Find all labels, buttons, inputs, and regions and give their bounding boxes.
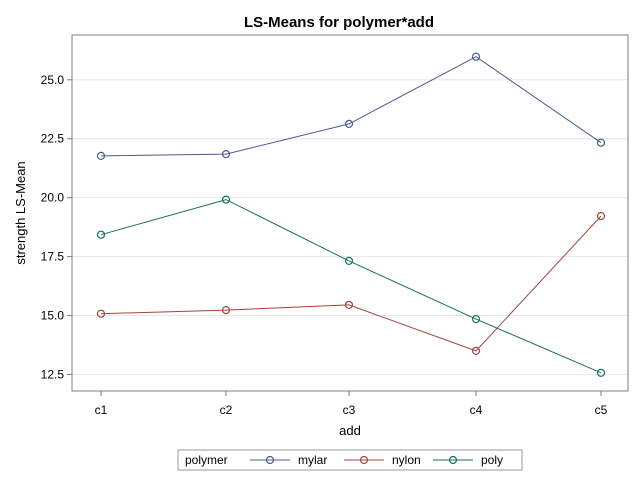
series-layer (96, 52, 606, 377)
data-point-mylar (596, 138, 606, 147)
data-point-mylar (344, 119, 354, 129)
data-point-nylon (96, 309, 106, 318)
y-tick-label: 17.5 (41, 250, 65, 264)
legend-box (177, 449, 523, 471)
legend-marker-poly (448, 455, 458, 465)
y-axis-label: strength LS-Mean (13, 161, 28, 264)
x-tick-label: c4 (470, 403, 483, 417)
data-point-nylon (344, 300, 354, 309)
x-tick-label: c5 (595, 403, 608, 417)
data-point-nylon (471, 346, 481, 355)
grid-layer (72, 79, 628, 375)
x-tick-label: c1 (95, 403, 108, 417)
plot-frame (71, 34, 629, 392)
legend-label-poly: poly (481, 453, 503, 467)
data-point-mylar (96, 151, 106, 160)
y-tick-label: 12.5 (41, 367, 65, 381)
data-point-nylon (221, 306, 231, 315)
data-point-poly (344, 256, 354, 265)
legend-title: polymer (185, 453, 228, 467)
data-point-poly (471, 315, 481, 324)
legend: polymer mylar nylon poly (177, 449, 523, 471)
data-point-poly (596, 368, 606, 377)
data-point-mylar (221, 150, 231, 159)
data-point-poly (96, 230, 106, 239)
chart-title: LS-Means for polymer*add (244, 14, 434, 31)
legend-marker-mylar (265, 455, 275, 465)
legend-label-nylon: nylon (392, 453, 421, 467)
series-line-nylon (100, 215, 602, 352)
data-point-mylar (471, 52, 481, 61)
y-tick-label: 20.0 (41, 191, 65, 205)
y-tick-label: 22.5 (41, 132, 65, 146)
legend-marker-nylon (359, 455, 369, 465)
legend-label-mylar: mylar (298, 453, 327, 467)
x-tick-label: c2 (220, 403, 233, 417)
y-tick-label: 25.0 (41, 73, 65, 87)
series-line-poly (100, 199, 602, 374)
x-tick-label: c3 (343, 403, 356, 417)
axis-layer: 12.5 15.0 17.5 20.0 22.5 25.0 c1 c2 c3 c4 c5 (41, 73, 608, 417)
y-tick-label: 15.0 (41, 309, 65, 323)
data-point-poly (221, 195, 231, 204)
x-axis-label: add (339, 423, 361, 438)
series-line-mylar (100, 56, 602, 157)
data-point-nylon (596, 212, 606, 221)
